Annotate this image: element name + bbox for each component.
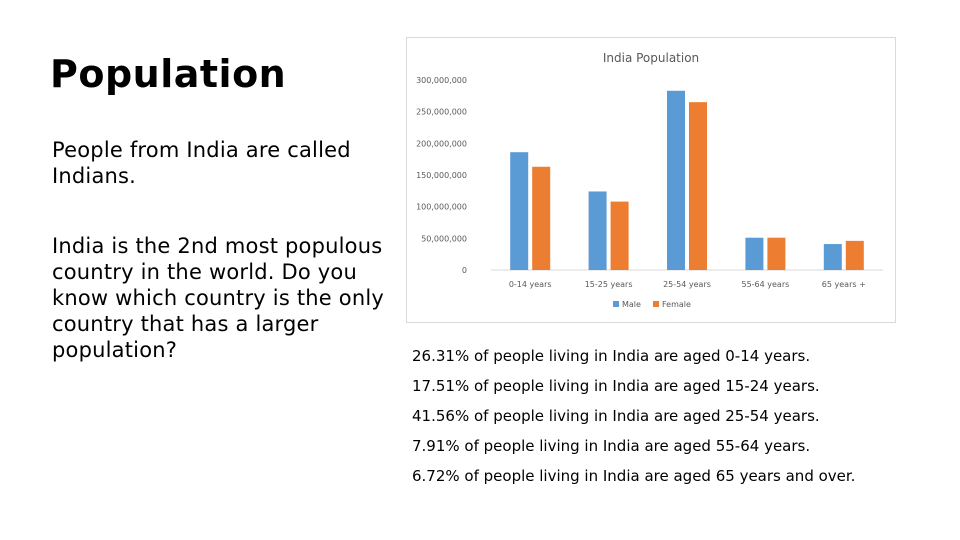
- y-tick-label: 50,000,000: [421, 234, 467, 243]
- bar-male: [823, 244, 842, 270]
- bar-female: [610, 201, 629, 270]
- stat-55-64: 7.91% of people living in India are aged…: [412, 437, 811, 455]
- y-tick-label: 0: [462, 266, 467, 275]
- x-tick-label: 25-54 years: [663, 280, 711, 289]
- chart-title: India Population: [603, 51, 699, 65]
- age-statistics-list: 26.31% of people living in India are age…: [412, 343, 855, 493]
- stat-65-plus: 6.72% of people living in India are aged…: [412, 467, 856, 485]
- legend-swatch-male: [613, 301, 619, 307]
- bar-female: [845, 240, 864, 270]
- y-tick-label: 250,000,000: [416, 108, 467, 117]
- y-tick-label: 100,000,000: [416, 203, 467, 212]
- bar-male: [588, 191, 607, 270]
- bar-female: [767, 237, 786, 270]
- x-tick-label: 15-25 years: [585, 280, 633, 289]
- bar-male: [745, 237, 764, 270]
- intro-paragraph: People from India are called Indians.: [52, 138, 351, 188]
- bar-female: [689, 102, 707, 271]
- y-tick-label: 300,000,000: [416, 76, 467, 85]
- bar-female: [532, 166, 551, 270]
- slide-title: Population: [50, 52, 287, 96]
- stat-0-14: 26.31% of people living in India are age…: [412, 347, 811, 365]
- legend-swatch-female: [653, 301, 659, 307]
- population-chart: India Population 0 50,000,000 100,000,000 15…: [406, 37, 896, 323]
- y-tick-label: 150,000,000: [416, 171, 467, 180]
- question-paragraph: India is the 2nd most populous country i…: [52, 234, 385, 362]
- bar-male: [667, 90, 685, 270]
- legend-label-female: Female: [662, 300, 691, 309]
- x-tick-label: 0-14 years: [509, 280, 552, 289]
- stat-15-24: 17.51% of people living in India are age…: [412, 377, 820, 395]
- y-tick-label: 200,000,000: [416, 139, 467, 148]
- population-chart-svg: India Population 0 50,000,000 100,000,000 15…: [416, 51, 883, 309]
- stat-25-54: 41.56% of people living in India are age…: [412, 407, 820, 425]
- legend-label-male: Male: [622, 300, 641, 309]
- bar-male: [510, 152, 529, 270]
- x-tick-label: 65 years +: [822, 280, 866, 289]
- x-tick-label: 55-64 years: [741, 280, 789, 289]
